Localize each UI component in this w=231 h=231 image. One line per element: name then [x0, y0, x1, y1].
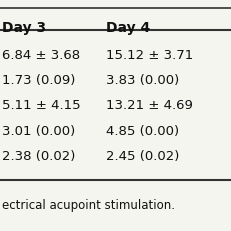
Text: 3.83 (0.00): 3.83 (0.00) — [106, 74, 179, 87]
Text: 4.85 (0.00): 4.85 (0.00) — [106, 125, 179, 138]
Text: Day 3: Day 3 — [2, 21, 46, 35]
Text: 3.01 (0.00): 3.01 (0.00) — [2, 125, 76, 138]
Text: 13.21 ± 4.69: 13.21 ± 4.69 — [106, 99, 193, 112]
Text: 1.73 (0.09): 1.73 (0.09) — [2, 74, 76, 87]
Text: 5.11 ± 4.15: 5.11 ± 4.15 — [2, 99, 81, 112]
Text: 2.38 (0.02): 2.38 (0.02) — [2, 150, 76, 163]
Text: Day 4: Day 4 — [106, 21, 151, 35]
Text: 15.12 ± 3.71: 15.12 ± 3.71 — [106, 49, 194, 61]
Text: 6.84 ± 3.68: 6.84 ± 3.68 — [2, 49, 80, 61]
Text: ectrical acupoint stimulation.: ectrical acupoint stimulation. — [2, 199, 175, 212]
Text: 2.45 (0.02): 2.45 (0.02) — [106, 150, 180, 163]
